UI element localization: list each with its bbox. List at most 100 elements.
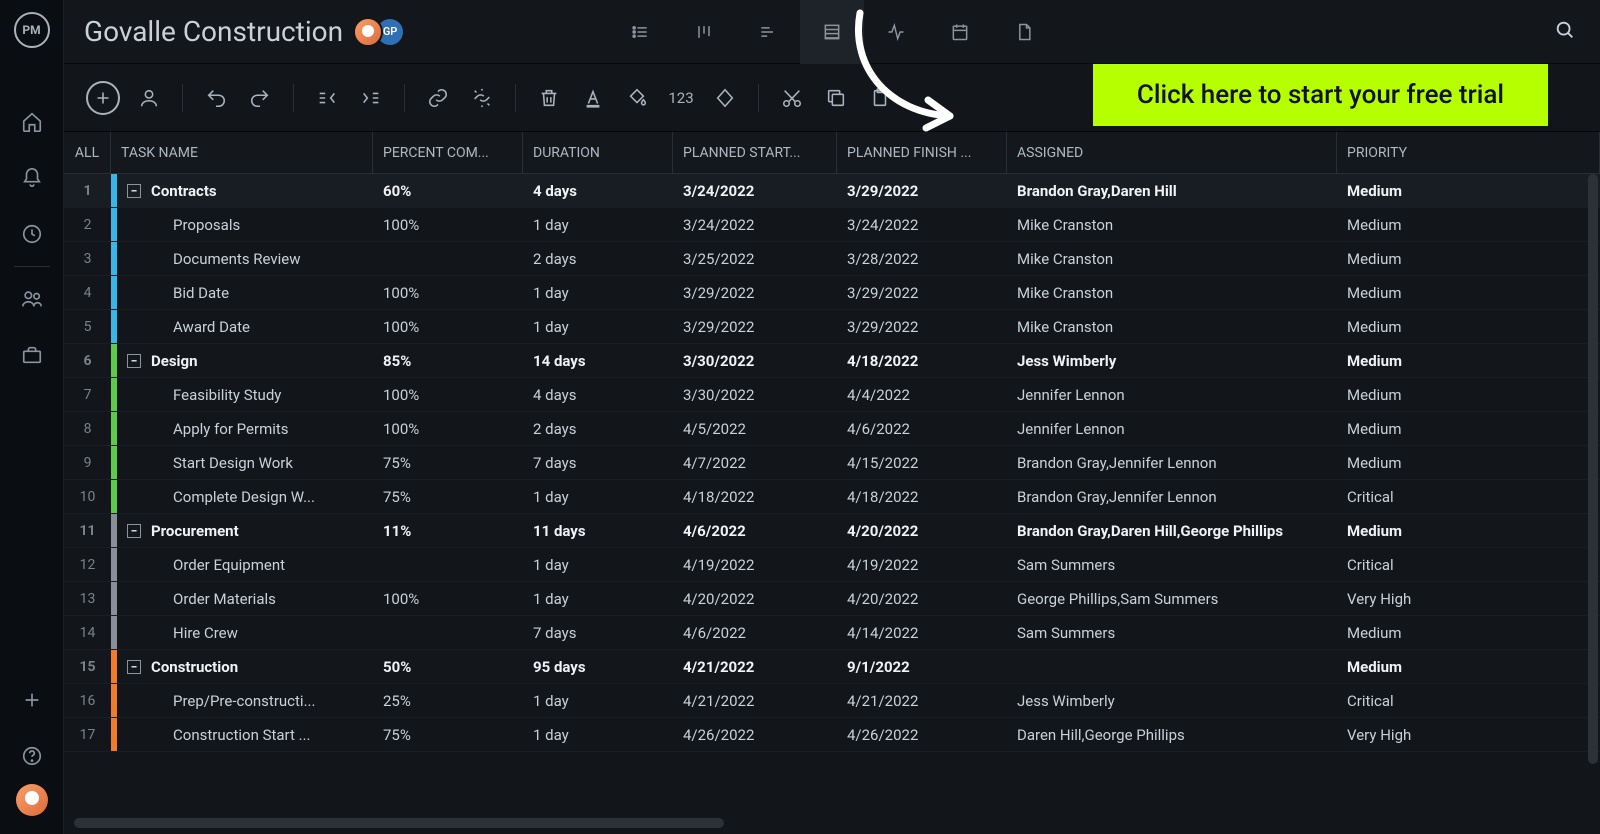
finish-cell[interactable]: 4/26/2022 [837, 718, 1007, 751]
search-icon[interactable] [1554, 19, 1576, 45]
cut-icon[interactable] [777, 83, 807, 113]
table-row[interactable]: 2Proposals100%1 day3/24/20223/24/2022Mik… [64, 208, 1600, 242]
assigned-cell[interactable]: Jennifer Lennon [1007, 378, 1337, 411]
collapse-toggle[interactable]: − [127, 354, 141, 368]
collapse-toggle[interactable]: − [127, 524, 141, 538]
free-trial-button[interactable]: Click here to start your free trial [1093, 64, 1548, 126]
table-row[interactable]: 12Order Equipment1 day4/19/20224/19/2022… [64, 548, 1600, 582]
avatar-1[interactable] [353, 17, 383, 47]
assigned-cell[interactable]: Brandon Gray,Jennifer Lennon [1007, 480, 1337, 513]
collapse-toggle[interactable]: − [127, 184, 141, 198]
priority-cell[interactable]: Medium [1337, 650, 1600, 683]
col-priority[interactable]: PRIORITY [1337, 132, 1600, 173]
task-name-cell[interactable]: −Contracts [111, 174, 373, 207]
col-duration[interactable]: DURATION [523, 132, 673, 173]
percent-cell[interactable]: 100% [373, 276, 523, 309]
clock-icon[interactable] [0, 206, 64, 262]
duration-cell[interactable]: 1 day [523, 480, 673, 513]
app-logo[interactable]: PM [14, 12, 50, 48]
start-cell[interactable]: 4/26/2022 [673, 718, 837, 751]
start-cell[interactable]: 3/30/2022 [673, 378, 837, 411]
start-cell[interactable]: 3/25/2022 [673, 242, 837, 275]
task-name-cell[interactable]: Bid Date [111, 276, 373, 309]
assigned-cell[interactable]: Sam Summers [1007, 616, 1337, 649]
assigned-cell[interactable]: Sam Summers [1007, 548, 1337, 581]
assign-icon[interactable] [134, 83, 164, 113]
priority-cell[interactable]: Medium [1337, 276, 1600, 309]
duration-cell[interactable]: 1 day [523, 718, 673, 751]
priority-cell[interactable]: Critical [1337, 480, 1600, 513]
duration-cell[interactable]: 1 day [523, 684, 673, 717]
paste-icon[interactable] [865, 83, 895, 113]
task-name-cell[interactable]: Documents Review [111, 242, 373, 275]
view-list-icon[interactable] [608, 0, 672, 64]
duration-cell[interactable]: 7 days [523, 616, 673, 649]
unlink-icon[interactable] [467, 83, 497, 113]
duration-cell[interactable]: 1 day [523, 310, 673, 343]
number-format-icon[interactable]: 123 [666, 83, 696, 113]
start-cell[interactable]: 3/24/2022 [673, 208, 837, 241]
milestone-icon[interactable] [710, 83, 740, 113]
start-cell[interactable]: 4/19/2022 [673, 548, 837, 581]
percent-cell[interactable]: 11% [373, 514, 523, 547]
percent-cell[interactable] [373, 242, 523, 275]
task-name-cell[interactable]: Prep/Pre-constructi... [111, 684, 373, 717]
briefcase-icon[interactable] [0, 327, 64, 383]
finish-cell[interactable]: 9/1/2022 [837, 650, 1007, 683]
priority-cell[interactable]: Medium [1337, 242, 1600, 275]
table-row[interactable]: 7Feasibility Study100%4 days3/30/20224/4… [64, 378, 1600, 412]
finish-cell[interactable]: 4/20/2022 [837, 582, 1007, 615]
percent-cell[interactable]: 75% [373, 446, 523, 479]
finish-cell[interactable]: 4/14/2022 [837, 616, 1007, 649]
assigned-cell[interactable] [1007, 650, 1337, 683]
finish-cell[interactable]: 4/4/2022 [837, 378, 1007, 411]
view-board-icon[interactable] [672, 0, 736, 64]
add-icon[interactable] [0, 672, 64, 728]
duration-cell[interactable]: 2 days [523, 242, 673, 275]
finish-cell[interactable]: 4/15/2022 [837, 446, 1007, 479]
copy-icon[interactable] [821, 83, 851, 113]
member-avatars[interactable]: GP [361, 17, 405, 47]
view-sheet-icon[interactable] [800, 0, 864, 64]
add-task-button[interactable] [86, 81, 120, 115]
finish-cell[interactable]: 4/18/2022 [837, 344, 1007, 377]
priority-cell[interactable]: Medium [1337, 310, 1600, 343]
percent-cell[interactable]: 25% [373, 684, 523, 717]
col-all[interactable]: ALL [64, 132, 111, 173]
vertical-scrollbar[interactable] [1588, 174, 1598, 764]
table-row[interactable]: 9Start Design Work75%7 days4/7/20224/15/… [64, 446, 1600, 480]
start-cell[interactable]: 4/7/2022 [673, 446, 837, 479]
duration-cell[interactable]: 4 days [523, 174, 673, 207]
table-row[interactable]: 1−Contracts60%4 days3/24/20223/29/2022Br… [64, 174, 1600, 208]
percent-cell[interactable]: 75% [373, 718, 523, 751]
finish-cell[interactable]: 4/6/2022 [837, 412, 1007, 445]
percent-cell[interactable]: 100% [373, 582, 523, 615]
duration-cell[interactable]: 1 day [523, 276, 673, 309]
assigned-cell[interactable]: Mike Cranston [1007, 276, 1337, 309]
percent-cell[interactable]: 60% [373, 174, 523, 207]
start-cell[interactable]: 3/29/2022 [673, 276, 837, 309]
view-gantt-icon[interactable] [736, 0, 800, 64]
task-name-cell[interactable]: Feasibility Study [111, 378, 373, 411]
start-cell[interactable]: 3/30/2022 [673, 344, 837, 377]
team-icon[interactable] [0, 271, 64, 327]
table-row[interactable]: 13Order Materials100%1 day4/20/20224/20/… [64, 582, 1600, 616]
user-avatar[interactable] [16, 784, 48, 816]
task-name-cell[interactable]: Award Date [111, 310, 373, 343]
start-cell[interactable]: 4/20/2022 [673, 582, 837, 615]
link-icon[interactable] [423, 83, 453, 113]
table-row[interactable]: 6−Design85%14 days3/30/20224/18/2022Jess… [64, 344, 1600, 378]
table-row[interactable]: 10Complete Design W...75%1 day4/18/20224… [64, 480, 1600, 514]
finish-cell[interactable]: 4/21/2022 [837, 684, 1007, 717]
duration-cell[interactable]: 1 day [523, 208, 673, 241]
priority-cell[interactable]: Medium [1337, 412, 1600, 445]
start-cell[interactable]: 4/5/2022 [673, 412, 837, 445]
assigned-cell[interactable]: Jess Wimberly [1007, 344, 1337, 377]
finish-cell[interactable]: 4/20/2022 [837, 514, 1007, 547]
horizontal-scrollbar[interactable] [74, 818, 724, 828]
finish-cell[interactable]: 3/24/2022 [837, 208, 1007, 241]
assigned-cell[interactable]: Mike Cranston [1007, 242, 1337, 275]
duration-cell[interactable]: 11 days [523, 514, 673, 547]
start-cell[interactable]: 3/24/2022 [673, 174, 837, 207]
task-name-cell[interactable]: −Construction [111, 650, 373, 683]
